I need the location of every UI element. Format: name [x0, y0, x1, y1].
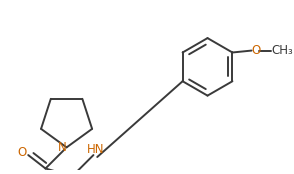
- Text: CH₃: CH₃: [271, 44, 293, 57]
- Text: O: O: [17, 146, 26, 159]
- Text: N: N: [57, 141, 66, 154]
- Text: O: O: [252, 44, 261, 57]
- Text: HN: HN: [87, 143, 104, 156]
